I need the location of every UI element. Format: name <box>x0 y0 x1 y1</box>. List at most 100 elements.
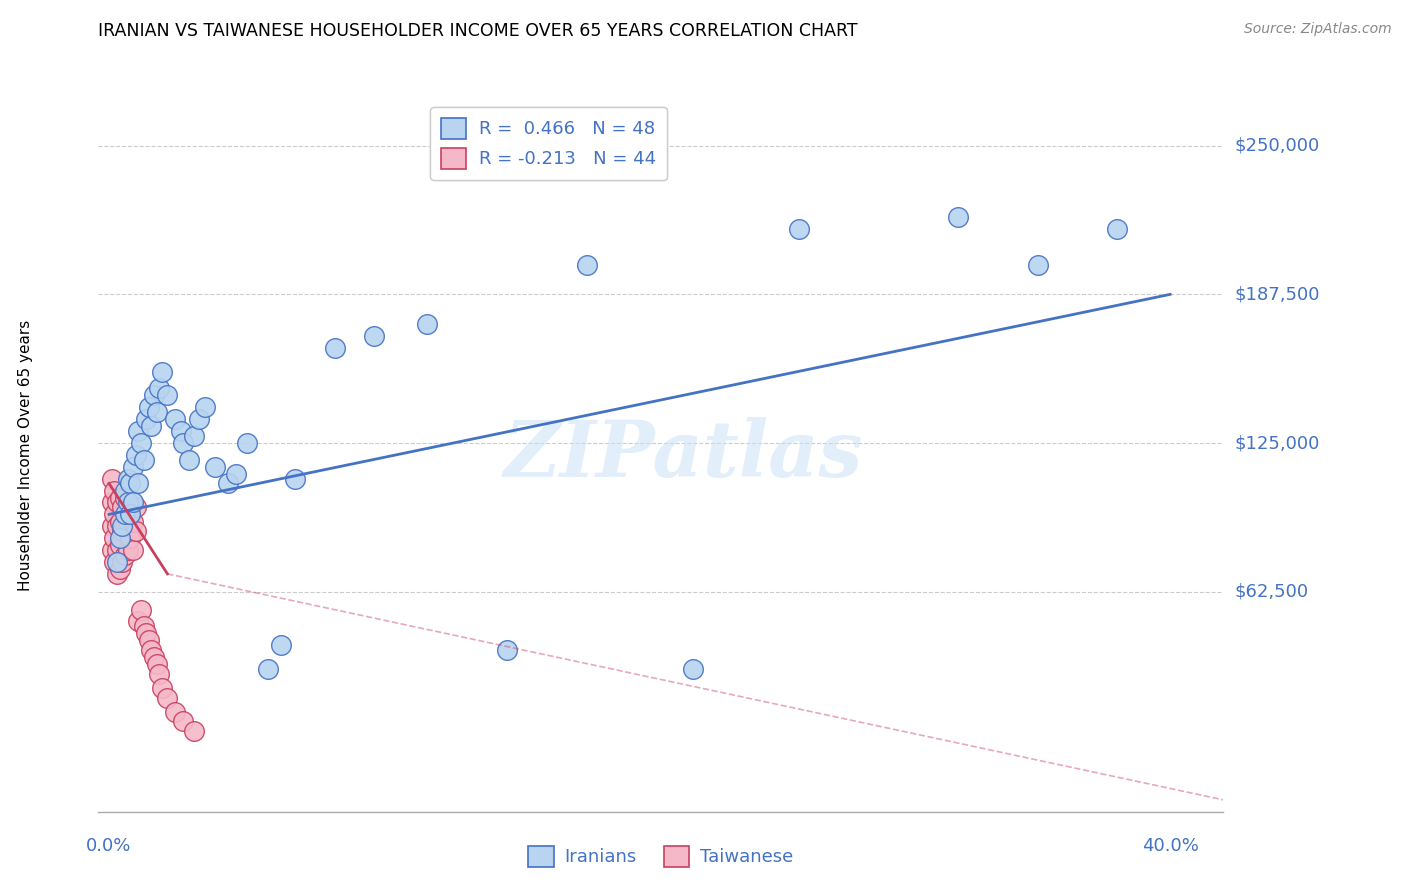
Point <box>111 500 134 515</box>
Text: Householder Income Over 65 years: Householder Income Over 65 years <box>18 319 32 591</box>
Point <box>270 638 292 652</box>
Point <box>416 317 439 331</box>
Point <box>127 424 149 438</box>
Point <box>120 508 142 522</box>
Point <box>127 476 149 491</box>
Legend: Iranians, Taiwanese: Iranians, Taiwanese <box>522 838 800 874</box>
Point <box>1026 258 1049 272</box>
Point <box>111 519 134 533</box>
Text: $125,000: $125,000 <box>1234 434 1320 452</box>
Text: Source: ZipAtlas.com: Source: ZipAtlas.com <box>1244 22 1392 37</box>
Point <box>111 555 134 569</box>
Point <box>105 519 128 533</box>
Point <box>150 365 173 379</box>
Point <box>165 705 187 719</box>
Point <box>103 483 125 498</box>
Point <box>105 566 128 581</box>
Point <box>188 412 211 426</box>
Point <box>122 515 145 529</box>
Point <box>169 424 191 438</box>
Point <box>946 210 969 224</box>
Point <box>105 495 128 509</box>
Point <box>146 657 169 672</box>
Text: ZIPatlas: ZIPatlas <box>503 417 863 493</box>
Point <box>108 562 131 576</box>
Point <box>100 472 122 486</box>
Point <box>114 483 136 498</box>
Point <box>117 472 139 486</box>
Point <box>108 531 131 545</box>
Point <box>103 508 125 522</box>
Text: $62,500: $62,500 <box>1234 582 1309 600</box>
Point <box>193 401 215 415</box>
Point <box>165 412 187 426</box>
Text: $187,500: $187,500 <box>1234 285 1320 303</box>
Point <box>141 643 163 657</box>
Point <box>135 412 157 426</box>
Point <box>138 401 160 415</box>
Point <box>100 519 122 533</box>
Point <box>787 222 810 236</box>
Point <box>138 633 160 648</box>
Point <box>148 666 170 681</box>
Point <box>363 329 385 343</box>
Point <box>129 436 152 450</box>
Point <box>105 543 128 558</box>
Point <box>114 548 136 562</box>
Point <box>143 388 166 402</box>
Point <box>217 476 239 491</box>
Point <box>117 543 139 558</box>
Point <box>204 459 226 474</box>
Point <box>141 419 163 434</box>
Point <box>127 615 149 629</box>
Point <box>122 459 145 474</box>
Point <box>120 531 142 545</box>
Point <box>496 643 519 657</box>
Text: IRANIAN VS TAIWANESE HOUSEHOLDER INCOME OVER 65 YEARS CORRELATION CHART: IRANIAN VS TAIWANESE HOUSEHOLDER INCOME … <box>98 22 858 40</box>
Point <box>122 495 145 509</box>
Point <box>257 662 280 676</box>
Point <box>103 531 125 545</box>
Point <box>114 491 136 505</box>
Point <box>120 476 142 491</box>
Point <box>172 714 194 729</box>
Point <box>117 495 139 509</box>
Point <box>150 681 173 695</box>
Point <box>183 429 205 443</box>
Point <box>100 543 122 558</box>
Point <box>103 555 125 569</box>
Point <box>143 650 166 665</box>
Point <box>117 515 139 529</box>
Point <box>132 619 155 633</box>
Point <box>682 662 704 676</box>
Point <box>146 405 169 419</box>
Point <box>120 508 142 522</box>
Point <box>236 436 259 450</box>
Point <box>156 690 179 705</box>
Point <box>284 472 307 486</box>
Text: 0.0%: 0.0% <box>86 837 132 855</box>
Point <box>122 543 145 558</box>
Point <box>108 491 131 505</box>
Point <box>114 508 136 522</box>
Point <box>575 258 598 272</box>
Point <box>124 448 146 462</box>
Point <box>225 467 247 481</box>
Point <box>135 626 157 640</box>
Text: $250,000: $250,000 <box>1234 136 1320 154</box>
Text: 40.0%: 40.0% <box>1142 837 1198 855</box>
Point <box>114 519 136 533</box>
Point <box>108 538 131 552</box>
Point <box>183 723 205 738</box>
Point <box>129 602 152 616</box>
Point <box>124 500 146 515</box>
Point <box>172 436 194 450</box>
Point <box>132 452 155 467</box>
Point <box>156 388 179 402</box>
Point <box>105 555 128 569</box>
Point <box>124 524 146 538</box>
Point <box>323 341 346 355</box>
Point <box>111 524 134 538</box>
Point <box>1107 222 1129 236</box>
Point <box>108 515 131 529</box>
